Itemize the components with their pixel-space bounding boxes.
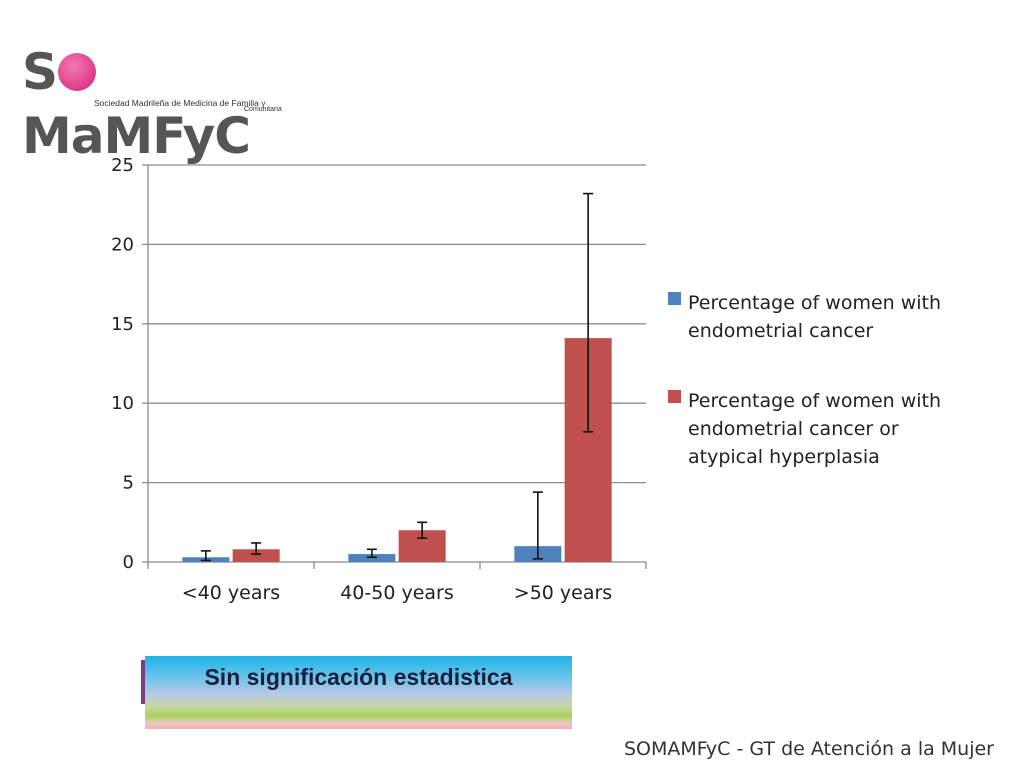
bars	[182, 338, 612, 562]
legend-label: atypical hyperplasia	[688, 446, 880, 468]
conclusion-banner: Sin significación estadistica	[145, 656, 572, 729]
y-tick-label: 20	[111, 234, 134, 255]
logo-letters: MaMFyC	[22, 107, 251, 165]
logo-subtitle-2: Comunitaria	[244, 106, 282, 113]
bar-chart: 0 5 10 15 20 25 <40 years 40-50 years >50 years…	[111, 155, 941, 604]
y-tick-labels: 0 5 10 15 20 25	[111, 155, 134, 573]
y-tick-label: 0	[123, 552, 134, 573]
legend-label: endometrial cancer or	[688, 418, 899, 440]
x-category-labels: <40 years 40-50 years >50 years	[182, 582, 612, 604]
x-category-label: <40 years	[182, 582, 280, 604]
legend-label: endometrial cancer	[688, 320, 873, 342]
y-tick-label: 5	[123, 473, 134, 494]
axes	[142, 164, 647, 569]
legend-label: Percentage of women with	[688, 292, 941, 314]
logo-wordmark: S MaMFyC	[22, 40, 302, 168]
error-bars	[200, 192, 594, 562]
grid-lines	[148, 164, 646, 484]
legend-label: Percentage of women with	[688, 390, 941, 412]
legend-swatch	[668, 390, 681, 403]
somamfyc-logo: S MaMFyC Sociedad Madrileña de Medicina d…	[22, 43, 302, 165]
x-category-label: 40-50 years	[340, 582, 454, 604]
y-tick-label: 15	[111, 314, 134, 335]
logo-letter-s: S	[22, 43, 58, 101]
footer-text: SOMAMFyC - GT de Atención a la Mujer	[623, 738, 994, 760]
y-tick-label: 25	[111, 155, 134, 176]
banner-edge-decoration	[141, 660, 146, 704]
banner-text: Sin significación estadistica	[204, 664, 513, 690]
bar-cancer-or-hyperplasia	[232, 549, 280, 562]
logo-circle-icon	[58, 53, 97, 91]
logo-subtitle: Sociedad Madrileña de Medicina de Famili…	[94, 98, 266, 108]
x-category-label: >50 years	[514, 582, 612, 604]
y-tick-label: 10	[111, 393, 134, 414]
legend-swatch	[668, 292, 681, 305]
chart-legend: Percentage of women with endometrial canc…	[668, 292, 941, 468]
